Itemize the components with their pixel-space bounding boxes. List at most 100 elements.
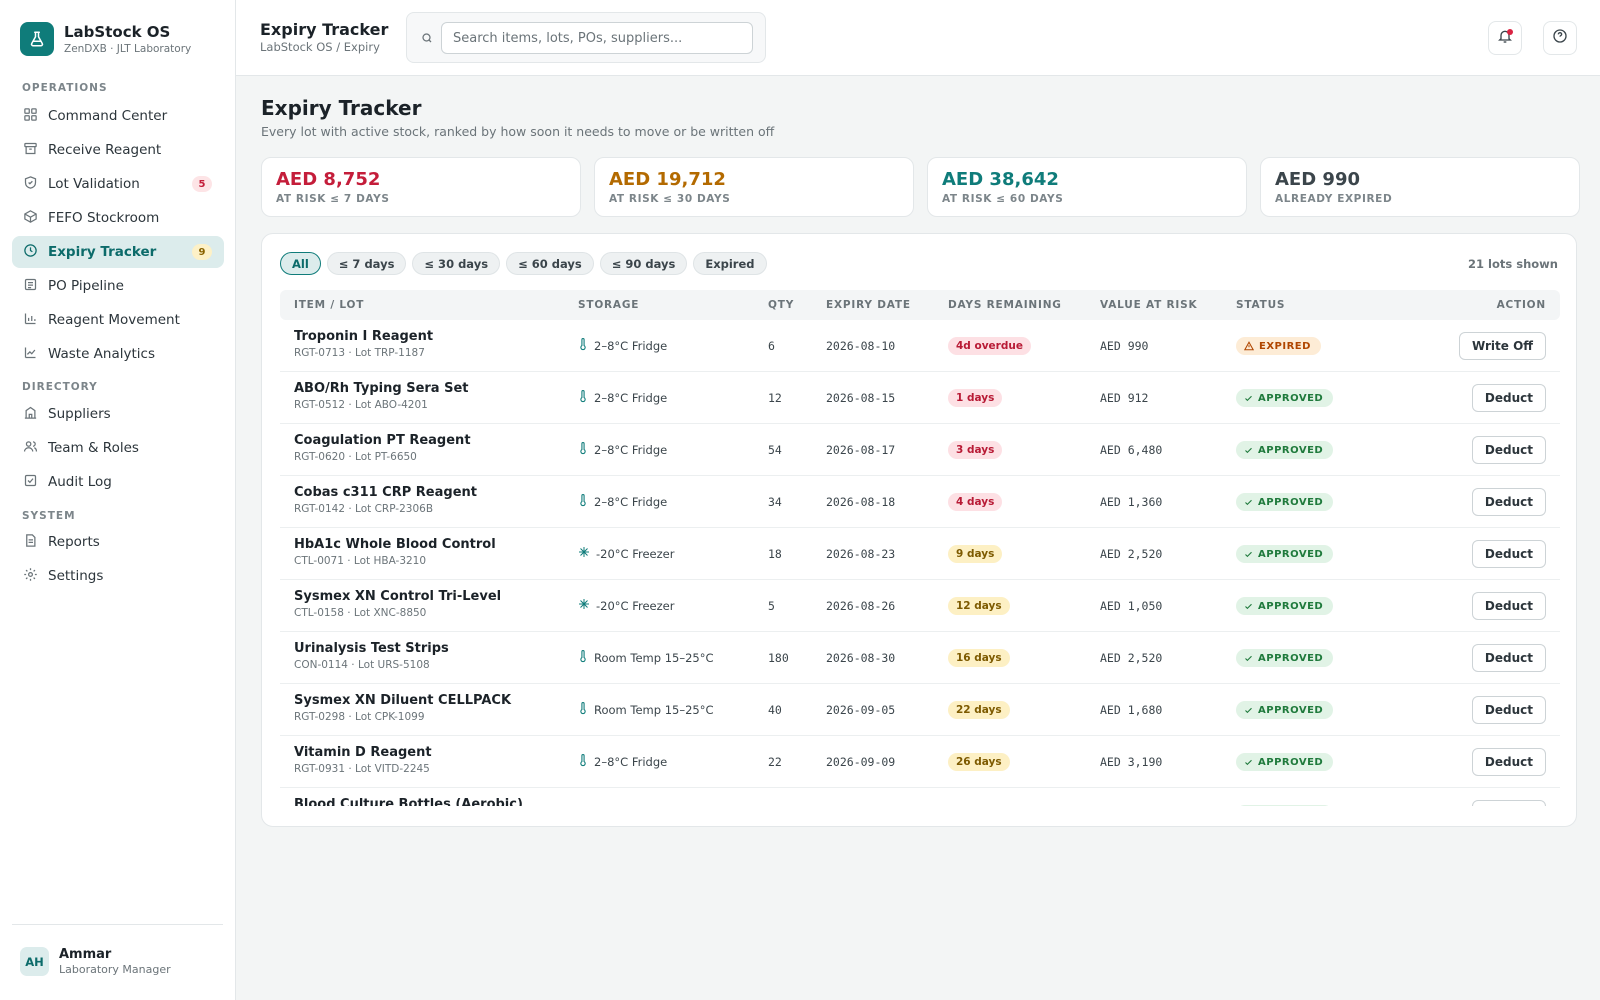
- status-label: APPROVED: [1258, 756, 1324, 768]
- sidebar-item-reagent-movement[interactable]: Reagent Movement: [12, 304, 224, 336]
- table-row[interactable]: Cobas c311 CRP Reagent RGT-0142 · Lot CRP…: [280, 476, 1560, 528]
- sidebar-item-team-roles[interactable]: Team & Roles: [12, 432, 224, 464]
- deduct-button[interactable]: Deduct: [1471, 540, 1546, 568]
- qty-cell: 180: [768, 651, 789, 665]
- sidebar-item-label: Expiry Tracker: [48, 244, 157, 260]
- days-remaining-badge: 16 days: [948, 649, 1010, 667]
- sidebar-item-label: PO Pipeline: [48, 278, 124, 294]
- thermometer-icon: [578, 494, 588, 510]
- users-icon: [23, 439, 38, 458]
- snowflake-icon: [578, 546, 590, 561]
- sidebar-item-receive-reagent[interactable]: Receive Reagent: [12, 134, 224, 166]
- sidebar-item-settings[interactable]: Settings: [12, 560, 224, 592]
- sidebar-item-label: Audit Log: [48, 474, 112, 490]
- check-icon: [1244, 550, 1253, 559]
- sidebar-item-waste-analytics[interactable]: Waste Analytics: [12, 338, 224, 370]
- filter-chip[interactable]: ≤ 30 days: [412, 252, 501, 275]
- deduct-button[interactable]: Deduct: [1471, 696, 1546, 724]
- table-row[interactable]: Sysmex XN Diluent CELLPACK RGT-0298 · Lot…: [280, 684, 1560, 736]
- expiry-date-cell: 2026-08-18: [826, 495, 896, 509]
- filter-chip[interactable]: Expired: [693, 252, 767, 275]
- thermometer-icon: [578, 754, 588, 770]
- filter-chip[interactable]: ≤ 7 days: [326, 252, 407, 275]
- sidebar-item-reports[interactable]: Reports: [12, 526, 224, 558]
- table-row[interactable]: HbA1c Whole Blood Control CTL-0071 · Lot …: [280, 528, 1560, 580]
- document-icon: [23, 533, 38, 552]
- table-row[interactable]: Coagulation PT Reagent RGT-0620 · Lot PT-…: [280, 424, 1560, 476]
- qty-cell: 6: [768, 339, 775, 353]
- check-icon: [1244, 446, 1253, 455]
- days-remaining-badge: 3 days: [948, 441, 1003, 459]
- item-lot: CTL-0158 · Lot XNC-8850: [294, 607, 427, 619]
- brand-subtitle: ZenDXB · JLT Laboratory: [64, 43, 192, 55]
- kpi-value: AED 990: [1275, 169, 1361, 190]
- clipboard-icon: [23, 277, 38, 296]
- sidebar-item-audit-log[interactable]: Audit Log: [12, 466, 224, 498]
- days-remaining-badge: 12 days: [948, 597, 1010, 615]
- deduct-button[interactable]: Deduct: [1471, 800, 1546, 806]
- qty-cell: 40: [768, 703, 782, 717]
- user-profile[interactable]: AH Ammar Laboratory Manager: [20, 947, 171, 976]
- inbox-icon: [23, 141, 38, 160]
- kpi-label: AT RISK ≤ 30 DAYS: [609, 193, 731, 205]
- sidebar-item-lot-validation[interactable]: Lot Validation 5: [12, 168, 224, 200]
- nav-section-directory: DIRECTORY: [22, 381, 98, 393]
- table-row[interactable]: Urinalysis Test Strips CON-0114 · Lot URS…: [280, 632, 1560, 684]
- item-name: Coagulation PT Reagent: [294, 433, 471, 448]
- deduct-button[interactable]: Deduct: [1471, 488, 1546, 516]
- filter-chip[interactable]: All: [280, 252, 321, 275]
- sidebar-item-command-center[interactable]: Command Center: [12, 100, 224, 132]
- sidebar-item-po-pipeline[interactable]: PO Pipeline: [12, 270, 224, 302]
- table-row[interactable]: Blood Culture Bottles (Aerobic) APPROVED D…: [280, 788, 1560, 806]
- item-lot: RGT-0298 · Lot CPK-1099: [294, 711, 425, 723]
- storage-label: -20°C Freezer: [596, 598, 675, 613]
- deduct-button[interactable]: Deduct: [1471, 436, 1546, 464]
- filter-chip[interactable]: ≤ 90 days: [599, 252, 688, 275]
- sidebar-item-label: FEFO Stockroom: [48, 210, 160, 226]
- status-badge: APPROVED: [1236, 545, 1334, 563]
- storage-label: 2–8°C Fridge: [594, 391, 668, 405]
- sidebar-item-expiry-tracker[interactable]: Expiry Tracker 9: [12, 236, 224, 268]
- deduct-button[interactable]: Deduct: [1471, 644, 1546, 672]
- value-at-risk-cell: AED 2,520: [1100, 651, 1163, 665]
- deduct-button[interactable]: Deduct: [1471, 384, 1546, 412]
- expiry-date-cell: 2026-08-26: [826, 599, 896, 613]
- table-row[interactable]: Sysmex XN Control Tri-Level CTL-0158 · Lo…: [280, 580, 1560, 632]
- nav-section-operations: OPERATIONS: [22, 82, 108, 94]
- storage-cell: 2–8°C Fridge: [578, 442, 667, 458]
- help-button[interactable]: [1543, 21, 1577, 55]
- sidebar-item-fefo-stockroom[interactable]: FEFO Stockroom: [12, 202, 224, 234]
- table-row[interactable]: ABO/Rh Typing Sera Set RGT-0512 · Lot ABO…: [280, 372, 1560, 424]
- table-row[interactable]: Troponin I Reagent RGT-0713 · Lot TRP-118…: [280, 320, 1560, 372]
- check-icon: [1244, 654, 1253, 663]
- sidebar-item-suppliers[interactable]: Suppliers: [12, 398, 224, 430]
- expiry-date-cell: 2026-08-23: [826, 547, 896, 561]
- deduct-button[interactable]: Deduct: [1471, 592, 1546, 620]
- search-input[interactable]: [441, 22, 753, 54]
- filter-chip[interactable]: ≤ 60 days: [506, 252, 594, 275]
- sidebar-item-label: Team & Roles: [48, 440, 139, 456]
- item-lot: RGT-0512 · Lot ABO-4201: [294, 399, 428, 411]
- check-icon: [1244, 498, 1253, 507]
- search-container: [406, 12, 766, 63]
- item-name: HbA1c Whole Blood Control: [294, 537, 496, 552]
- kpi-value: AED 8,752: [276, 169, 381, 190]
- kpi-card: AED 19,712 AT RISK ≤ 30 DAYS: [594, 157, 914, 217]
- table-row[interactable]: Vitamin D Reagent RGT-0931 · Lot VITD-224…: [280, 736, 1560, 788]
- brand[interactable]: LabStock OS ZenDXB · JLT Laboratory: [20, 22, 191, 56]
- column-header-expiry: EXPIRY DATE: [826, 299, 911, 311]
- sidebar-item-label: Receive Reagent: [48, 142, 162, 158]
- write-off-button[interactable]: Write Off: [1458, 332, 1546, 360]
- value-at-risk-cell: AED 1,680: [1100, 703, 1163, 717]
- kpi-label: ALREADY EXPIRED: [1275, 193, 1393, 205]
- status-badge: APPROVED: [1236, 805, 1334, 806]
- expiry-date-cell: 2026-08-17: [826, 443, 896, 457]
- deduct-button[interactable]: Deduct: [1471, 748, 1546, 776]
- item-name: Urinalysis Test Strips: [294, 641, 449, 656]
- kpi-value: AED 19,712: [609, 169, 726, 190]
- sidebar-item-label: Lot Validation: [48, 176, 140, 192]
- notifications-button[interactable]: [1488, 21, 1522, 55]
- qty-cell: 12: [768, 391, 782, 405]
- value-at-risk-cell: AED 912: [1100, 391, 1149, 405]
- status-label: APPROVED: [1258, 444, 1324, 456]
